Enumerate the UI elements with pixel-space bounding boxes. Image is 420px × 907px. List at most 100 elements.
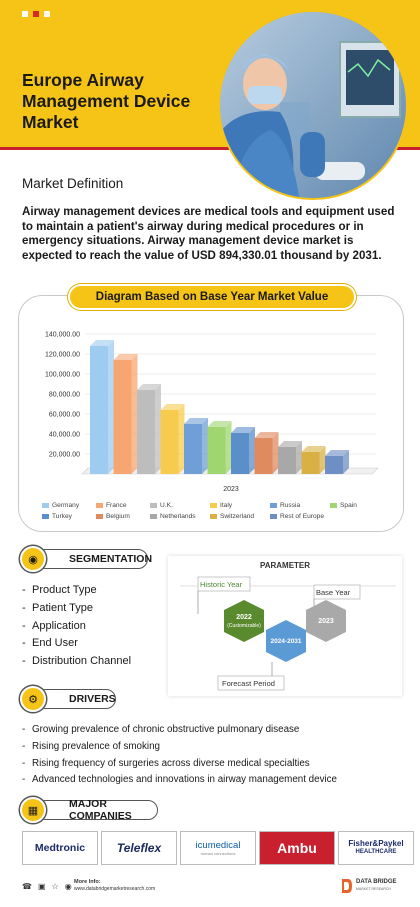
icumedical-logo-sub: human connections (200, 851, 236, 856)
drivers-badge: DRIVERS (36, 689, 116, 709)
historic-value: 2022 (236, 614, 252, 621)
company-logos: Medtronic Teleflex icumedical human conn… (22, 831, 414, 865)
more-info: More Info: www.databridgemarketresearch.… (74, 879, 155, 893)
twitter-icon[interactable]: ☆ (51, 882, 59, 891)
bar-side (202, 418, 208, 474)
bar-side (272, 432, 279, 474)
legend-item: Switzerland (210, 513, 270, 520)
decor-dot (44, 11, 50, 17)
bar-side (296, 441, 302, 474)
y-tick-label: 120,000.00 (45, 352, 80, 359)
x-axis-label: 2023 (223, 486, 239, 493)
bar-side (225, 421, 232, 474)
databridge-logo: DATA BRIDGE MARKET RESEARCH (341, 878, 397, 894)
fisher-paykel-logo-text: Fisher&Paykel (348, 839, 404, 848)
bar-top (254, 432, 279, 438)
footer: ☎ ▣ ☆ ◉ More Info: www.databridgemarketr… (0, 872, 420, 907)
historic-hexagon (224, 600, 264, 642)
companies-icon: ▦ (20, 797, 46, 823)
y-tick-label: 40,000.00 (49, 432, 80, 439)
bar (160, 410, 179, 474)
decor-dots (22, 11, 50, 17)
medtronic-logo-text: Medtronic (34, 842, 86, 854)
bar-side (249, 427, 255, 474)
forecast-value: 2024-2031 (270, 638, 302, 645)
legend-item: Rest of Europe (270, 513, 330, 520)
legend-swatch (270, 503, 277, 508)
fisher-paykel-logo: Fisher&Paykel HEALTHCARE (338, 831, 414, 865)
legend-item: Belgium (96, 513, 150, 520)
bar-side (319, 446, 326, 474)
forecast-label: Forecast Period (222, 679, 275, 688)
bar-chart: 20,000.00 40,000.00 60,000.00 80,000.00 100,… (45, 332, 379, 493)
legend-item: Russia (270, 502, 330, 509)
icumedical-logo: icumedical human connections (180, 831, 256, 865)
y-tick-label: 100,000.00 (45, 372, 80, 379)
bar (301, 452, 320, 474)
website-link[interactable]: www.databridgemarketresearch.com (74, 886, 156, 892)
legend-item: Netherlands (150, 513, 210, 520)
bar-top (90, 340, 114, 346)
segmentation-item: - End User (22, 637, 78, 650)
base-label: Base Year (316, 588, 351, 597)
bar (113, 360, 132, 474)
bar-side (178, 404, 185, 474)
legend-item: Spain (330, 502, 390, 509)
legend-swatch (96, 514, 103, 519)
bar (325, 456, 343, 474)
y-tick-label: 20,000.00 (49, 452, 80, 459)
bar-top (301, 446, 326, 452)
decor-dot (22, 11, 28, 17)
historic-note: (Customizable) (227, 623, 261, 629)
legend-item: France (96, 502, 150, 509)
bar-top (231, 427, 255, 433)
ambu-logo-text: Ambu (277, 840, 317, 856)
bar (278, 447, 296, 474)
page-title: Europe Airway Management Device Market (22, 70, 191, 132)
segmentation-badge: SEGMENTATION (36, 549, 152, 569)
bar (231, 433, 249, 474)
drivers-item: - Rising frequency of surgeries across di… (22, 757, 310, 769)
bar-side (131, 354, 138, 474)
bar-side (343, 450, 349, 474)
historic-label: Historic Year (200, 580, 243, 589)
historic-label-box (197, 576, 251, 592)
social-icons: ☎ ▣ ☆ ◉ (22, 882, 72, 891)
bar (184, 424, 202, 474)
legend-item: Turkey (42, 513, 96, 520)
legend-item: U.K. (150, 502, 210, 509)
segmentation-item: - Product Type (22, 584, 97, 596)
whatsapp-icon[interactable]: ☎ (22, 882, 32, 891)
drivers-icon: ⚙ (20, 686, 46, 712)
chart-heading: Diagram Based on Base Year Market Value (68, 284, 356, 310)
companies-badge: MAJOR COMPANIES (36, 798, 158, 822)
bar-top (278, 441, 302, 447)
decor-dot (33, 11, 39, 17)
instagram-icon[interactable]: ◉ (64, 882, 72, 891)
segmentation-item: - Patient Type (22, 601, 93, 614)
segmentation-icon: ◉ (20, 546, 46, 572)
definition-text: Airway management devices are medical to… (22, 205, 395, 262)
parameter-panel: PARAMETER Historic Year Base Year 2022 (… (168, 556, 402, 696)
chart-panel (18, 295, 404, 532)
bar (137, 390, 155, 474)
segmentation-item: - Distribution Channel (22, 655, 132, 668)
parameter-title: PARAMETER (259, 561, 311, 570)
bar-top (160, 404, 185, 410)
surgeon-illustration (220, 12, 406, 198)
bar-top (207, 421, 232, 427)
bar-side (155, 384, 161, 474)
parameter-diagram (180, 576, 396, 691)
drivers-item: - Advanced technologies and innovations i… (22, 774, 337, 786)
bar-side (108, 340, 114, 474)
facebook-icon[interactable]: ▣ (37, 882, 46, 891)
legend-swatch (42, 514, 49, 519)
legend-swatch (210, 514, 217, 519)
base-value: 2023 (318, 618, 334, 625)
bar (207, 427, 226, 474)
legend-swatch (150, 503, 157, 508)
base-label-box (313, 584, 361, 600)
legend-swatch (270, 514, 277, 519)
databridge-mark-icon (342, 879, 352, 893)
legend-item: Italy (210, 502, 270, 509)
